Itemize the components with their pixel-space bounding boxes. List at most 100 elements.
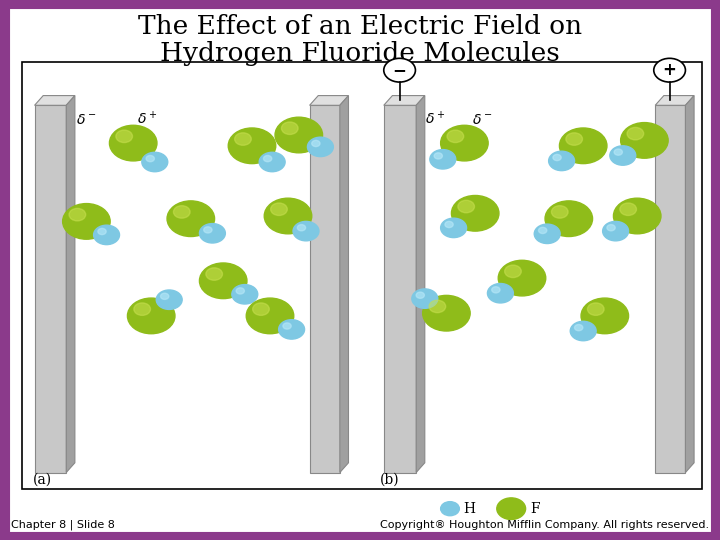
Circle shape: [259, 152, 285, 172]
Circle shape: [429, 300, 446, 313]
Text: (b): (b): [379, 472, 399, 487]
Circle shape: [307, 137, 333, 157]
Circle shape: [441, 502, 459, 516]
Circle shape: [575, 325, 582, 330]
Circle shape: [553, 154, 561, 160]
Circle shape: [441, 218, 467, 238]
Circle shape: [458, 200, 474, 213]
Polygon shape: [685, 96, 694, 472]
Circle shape: [614, 149, 622, 155]
Text: $\delta^+$: $\delta^+$: [425, 110, 445, 127]
Circle shape: [549, 151, 575, 171]
Text: −: −: [392, 61, 407, 79]
Circle shape: [297, 225, 305, 231]
Circle shape: [451, 195, 499, 231]
Circle shape: [279, 320, 305, 339]
Circle shape: [283, 323, 291, 329]
Circle shape: [312, 140, 320, 146]
Circle shape: [416, 292, 424, 298]
FancyBboxPatch shape: [22, 62, 702, 489]
Circle shape: [235, 133, 251, 145]
Circle shape: [174, 206, 190, 218]
Circle shape: [127, 298, 175, 334]
Circle shape: [539, 227, 546, 233]
Circle shape: [610, 146, 636, 165]
Circle shape: [445, 221, 453, 227]
Circle shape: [206, 268, 222, 280]
Circle shape: [94, 225, 120, 245]
Circle shape: [264, 198, 312, 234]
Circle shape: [559, 128, 607, 164]
Polygon shape: [655, 96, 694, 105]
Circle shape: [116, 130, 132, 143]
Text: $\delta^-$: $\delta^-$: [472, 113, 492, 127]
Circle shape: [204, 227, 212, 233]
Text: H: H: [463, 502, 475, 516]
Text: +: +: [662, 61, 677, 79]
Circle shape: [441, 125, 488, 161]
Circle shape: [447, 130, 464, 143]
Circle shape: [253, 303, 269, 315]
Circle shape: [109, 125, 157, 161]
Circle shape: [275, 117, 323, 153]
Polygon shape: [655, 105, 685, 472]
Circle shape: [581, 298, 629, 334]
Text: $\delta^+$: $\delta^+$: [137, 110, 157, 127]
Circle shape: [142, 152, 168, 172]
Circle shape: [232, 285, 258, 304]
Circle shape: [430, 150, 456, 169]
Text: The Effect of an Electric Field on: The Effect of an Electric Field on: [138, 14, 582, 38]
Circle shape: [384, 58, 415, 82]
Polygon shape: [310, 105, 340, 472]
Circle shape: [620, 203, 636, 215]
Circle shape: [199, 224, 225, 243]
Circle shape: [627, 127, 644, 140]
Polygon shape: [35, 105, 66, 472]
Circle shape: [69, 208, 86, 221]
Circle shape: [603, 221, 629, 241]
Circle shape: [570, 321, 596, 341]
Text: (a): (a): [32, 472, 52, 487]
Circle shape: [545, 201, 593, 237]
Polygon shape: [35, 96, 75, 105]
Circle shape: [654, 58, 685, 82]
Polygon shape: [416, 96, 425, 472]
Circle shape: [199, 263, 247, 299]
Circle shape: [271, 203, 287, 215]
Circle shape: [63, 204, 110, 239]
Circle shape: [161, 293, 168, 299]
Circle shape: [505, 265, 521, 278]
Circle shape: [566, 133, 582, 145]
Circle shape: [552, 206, 568, 218]
Circle shape: [412, 289, 438, 308]
Circle shape: [588, 303, 604, 315]
Text: Copyright® Houghton Mifflin Company. All rights reserved.: Copyright® Houghton Mifflin Company. All…: [380, 520, 709, 530]
Text: Chapter 8 | Slide 8: Chapter 8 | Slide 8: [11, 519, 114, 530]
Circle shape: [434, 153, 442, 159]
Text: F: F: [530, 502, 539, 516]
Circle shape: [534, 224, 560, 244]
Text: $\delta^-$: $\delta^-$: [76, 113, 96, 127]
Polygon shape: [66, 96, 75, 472]
Polygon shape: [384, 105, 416, 472]
Circle shape: [228, 128, 276, 164]
Circle shape: [613, 198, 661, 234]
Circle shape: [264, 156, 271, 161]
Circle shape: [146, 156, 154, 161]
Circle shape: [498, 260, 546, 296]
Circle shape: [156, 290, 182, 309]
Circle shape: [236, 288, 244, 294]
Circle shape: [134, 303, 150, 315]
Circle shape: [293, 221, 319, 241]
Text: Hydrogen Fluoride Molecules: Hydrogen Fluoride Molecules: [160, 40, 560, 65]
Circle shape: [98, 228, 106, 234]
Circle shape: [423, 295, 470, 331]
Circle shape: [487, 284, 513, 303]
Circle shape: [167, 201, 215, 237]
Polygon shape: [384, 96, 425, 105]
Circle shape: [246, 298, 294, 334]
Polygon shape: [310, 96, 348, 105]
Circle shape: [282, 122, 298, 134]
Polygon shape: [340, 96, 348, 472]
Circle shape: [621, 123, 668, 158]
